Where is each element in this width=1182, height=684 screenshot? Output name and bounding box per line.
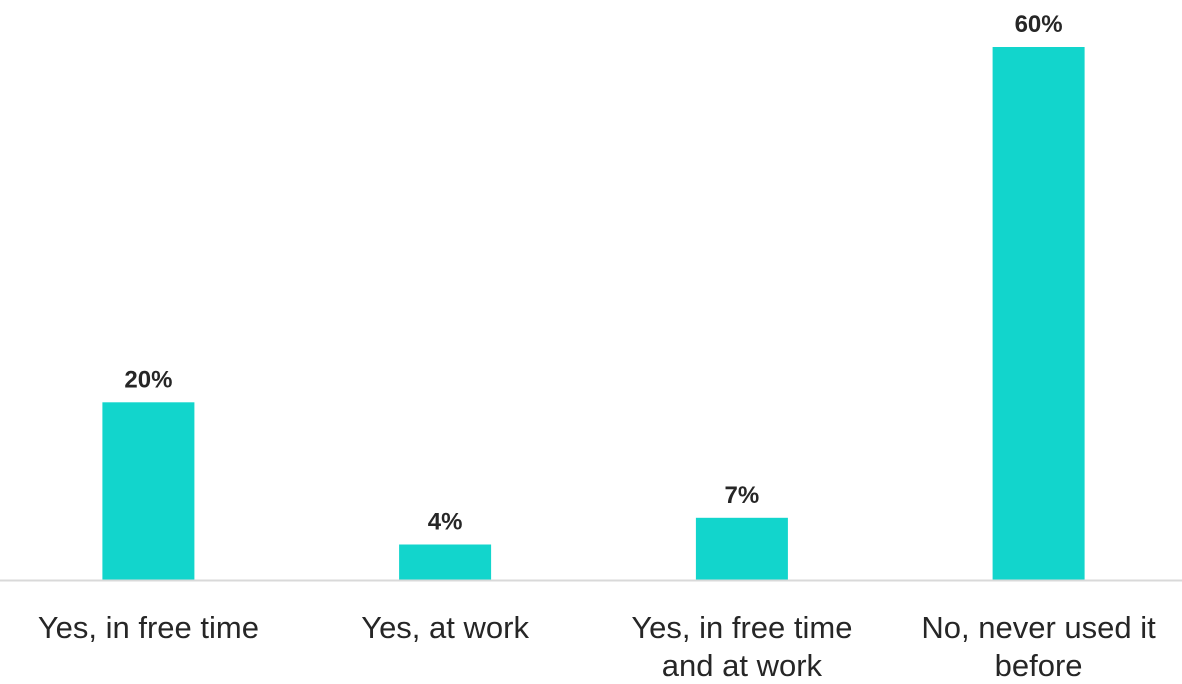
category-label-3-line-2: and at work bbox=[662, 648, 823, 683]
category-labels-layer: Yes, in free time Yes, at work Yes, in fre… bbox=[38, 610, 1156, 683]
category-label-4: No, never used it before bbox=[921, 610, 1156, 683]
category-label-2-line-1: Yes, at work bbox=[361, 610, 529, 645]
category-label-4-line-2: before bbox=[995, 648, 1083, 683]
data-labels-layer: 20% 4% 7% 60% bbox=[124, 11, 1062, 536]
category-label-2: Yes, at work bbox=[361, 610, 529, 645]
data-label-4: 60% bbox=[1015, 11, 1063, 38]
bars-layer bbox=[102, 47, 1085, 580]
category-label-1: Yes, in free time bbox=[38, 610, 259, 645]
category-label-3-line-1: Yes, in free time bbox=[631, 610, 852, 645]
bar-1 bbox=[102, 402, 195, 580]
data-label-1: 20% bbox=[124, 366, 172, 393]
bar-2 bbox=[399, 544, 492, 580]
category-label-1-line-1: Yes, in free time bbox=[38, 610, 259, 645]
category-label-3: Yes, in free time and at work bbox=[631, 610, 852, 683]
data-label-2: 4% bbox=[428, 509, 463, 536]
bar-3 bbox=[695, 517, 788, 580]
bar-4 bbox=[992, 47, 1085, 580]
data-label-3: 7% bbox=[725, 482, 760, 509]
category-label-4-line-1: No, never used it bbox=[921, 610, 1156, 645]
